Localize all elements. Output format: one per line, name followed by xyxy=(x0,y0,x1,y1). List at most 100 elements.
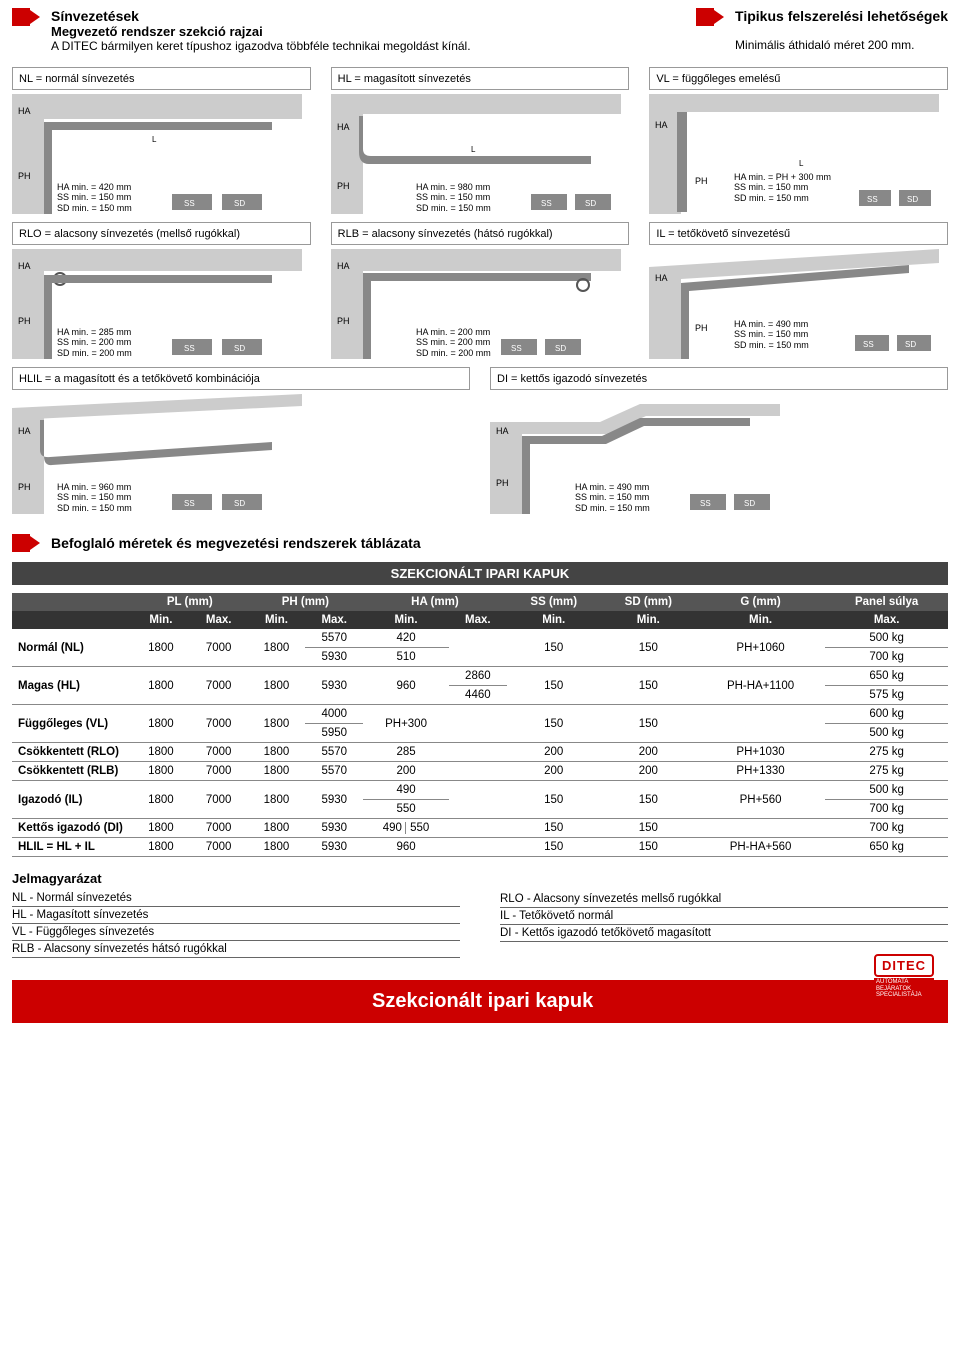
svg-text:SD: SD xyxy=(234,199,245,208)
table-row: Függőleges (VL) 1800 7000 1800 4000 PH+3… xyxy=(12,705,948,724)
section-label: HLIL = a magasított és a tetőkövető komb… xyxy=(12,367,470,390)
table-row: Kettős igazodó (DI) 1800 7000 1800 5930 … xyxy=(12,819,948,838)
section-rlo: RLO = alacsony sínvezetés (mellső rugókk… xyxy=(12,222,311,359)
page-footer: Szekcionált ipari kapuk DITEC AUTOMATA B… xyxy=(12,980,948,1023)
dims-hlil: HA min. = 960 mmSS min. = 150 mmSD min. … xyxy=(57,482,167,513)
dims-il: HA min. = 490 mmSS min. = 150 mmSD min. … xyxy=(734,319,844,350)
header-right-text: Tipikus felszerelési lehetőségek Minimál… xyxy=(735,8,948,52)
section-label: DI = kettős igazodó sínvezetés xyxy=(490,367,948,390)
table-row: Magas (HL) 1800 7000 1800 5930 960 2860 … xyxy=(12,667,948,686)
svg-text:SS: SS xyxy=(863,340,874,349)
svg-text:SS: SS xyxy=(867,195,878,204)
svg-text:HA: HA xyxy=(337,261,350,271)
section-label: IL = tetőkövető sínvezetésű xyxy=(649,222,948,245)
section-nl: NL = normál sínvezetés HA PH L HA min. =… xyxy=(12,67,311,214)
dims-di: HA min. = 490 mmSS min. = 150 mmSD min. … xyxy=(575,482,685,513)
svg-text:PH: PH xyxy=(18,482,31,492)
table-row: Csökkentett (RLB) 1800 7000 1800 5570 20… xyxy=(12,762,948,781)
diagram-vl: HA PH L HA min. = PH + 300 mmSS min. = 1… xyxy=(649,94,948,214)
section-rlb: RLB = alacsony sínvezetés (hátsó rugókka… xyxy=(331,222,630,359)
section-label: RLB = alacsony sínvezetés (hátsó rugókka… xyxy=(331,222,630,245)
svg-text:L: L xyxy=(152,135,157,144)
header-right: Tipikus felszerelési lehetőségek Minimál… xyxy=(696,8,948,52)
legend: Jelmagyarázat NL - Normál sínvezetés HL … xyxy=(12,871,948,958)
svg-text:PH: PH xyxy=(695,176,708,186)
page-header: Sínvezetések Megvezető rendszer szekció … xyxy=(12,8,948,53)
header-left-text: Sínvezetések Megvezető rendszer szekció … xyxy=(51,8,471,53)
svg-text:SS: SS xyxy=(511,344,522,353)
svg-text:PH: PH xyxy=(18,171,31,181)
svg-text:L: L xyxy=(471,145,476,154)
logo-text: DITEC xyxy=(880,958,928,973)
subtitle: Megvezető rendszer szekció rajzai xyxy=(51,24,471,39)
diagram-hlil: HA PH HA min. = 960 mmSS min. = 150 mmSD … xyxy=(12,394,470,514)
legend-item: HL - Magasított sínvezetés xyxy=(12,907,460,924)
section-hlil: HLIL = a magasított és a tetőkövető komb… xyxy=(12,367,470,514)
dims-nl: HA min. = 420 mmSS min. = 150 mmSD min. … xyxy=(57,182,167,213)
legend-item: DI - Kettős igazodó tetőkövető magasítot… xyxy=(500,925,948,942)
table-title-row: Befoglaló méretek és megvezetési rendsze… xyxy=(12,534,948,552)
section-label: RLO = alacsony sínvezetés (mellső rugókk… xyxy=(12,222,311,245)
arrow-icon xyxy=(12,534,43,552)
svg-text:SD: SD xyxy=(585,199,596,208)
table-row: Csökkentett (RLO) 1800 7000 1800 5570 28… xyxy=(12,743,948,762)
table-row: Normál (NL) 1800 7000 1800 5570 420 150 … xyxy=(12,629,948,648)
svg-text:SS: SS xyxy=(184,344,195,353)
section-vl: VL = függőleges emelésű HA PH L HA min. … xyxy=(649,67,948,214)
diagram-hl: HA PH L HA min. = 980 mmSS min. = 150 mm… xyxy=(331,94,630,214)
table-header-2: Min. Max. Min. Max. Min. Max. Min. Min. … xyxy=(12,611,948,629)
section-diagrams: NL = normál sínvezetés HA PH L HA min. =… xyxy=(12,67,948,359)
section-il: IL = tetőkövető sínvezetésű HAPH HA min.… xyxy=(649,222,948,359)
footer-title: Szekcionált ipari kapuk xyxy=(372,990,593,1013)
table-super-title: Befoglaló méretek és megvezetési rendsze… xyxy=(51,535,421,551)
diagram-nl: HA PH L HA min. = 420 mmSS min. = 150 mm… xyxy=(12,94,311,214)
diagram-rlb: HAPH HA min. = 200 mmSS min. = 200 mmSD … xyxy=(331,249,630,359)
dims-hl: HA min. = 980 mmSS min. = 150 mmSD min. … xyxy=(416,182,526,213)
section-hl: HL = magasított sínvezetés HA PH L HA mi… xyxy=(331,67,630,214)
diagram-rlo: HAPH HA min. = 285 mmSS min. = 200 mmSD … xyxy=(12,249,311,359)
arrow-icon xyxy=(696,8,727,26)
section-label: VL = függőleges emelésű xyxy=(649,67,948,90)
table-row: HLIL = HL + IL 1800 7000 1800 5930 960 1… xyxy=(12,838,948,857)
svg-text:PH: PH xyxy=(337,316,350,326)
svg-text:L: L xyxy=(799,159,804,168)
table-row: Igazodó (IL) 1800 7000 1800 5930 490 150… xyxy=(12,781,948,800)
svg-text:PH: PH xyxy=(496,478,509,488)
desc: A DITEC bármilyen keret típushoz igazodv… xyxy=(51,39,471,53)
diagram-di: HAPH HA min. = 490 mmSS min. = 150 mmSD … xyxy=(490,394,948,514)
title: Sínvezetések xyxy=(51,8,471,24)
svg-text:PH: PH xyxy=(18,316,31,326)
dims-vl: HA min. = PH + 300 mmSS min. = 150 mmSD … xyxy=(734,172,854,203)
svg-text:SD: SD xyxy=(555,344,566,353)
table-section-title: SZEKCIONÁLT IPARI KAPUK xyxy=(12,562,948,585)
legend-item: RLB - Alacsony sínvezetés hátsó rugókkal xyxy=(12,941,460,958)
legend-title: Jelmagyarázat xyxy=(12,871,460,886)
dims-rlo: HA min. = 285 mmSS min. = 200 mmSD min. … xyxy=(57,327,167,358)
header-left: Sínvezetések Megvezető rendszer szekció … xyxy=(12,8,471,53)
svg-text:PH: PH xyxy=(695,323,708,333)
svg-text:SD: SD xyxy=(234,344,245,353)
legend-item: NL - Normál sínvezetés xyxy=(12,890,460,907)
right-title: Tipikus felszerelési lehetőségek xyxy=(735,8,948,24)
svg-text:SD: SD xyxy=(234,499,245,508)
diagram-il: HAPH HA min. = 490 mmSS min. = 150 mmSD … xyxy=(649,249,948,359)
logo-sub: AUTOMATA BEJÁRATOK SPECIALISTÁJA xyxy=(874,978,934,1000)
svg-text:HA: HA xyxy=(337,122,350,132)
footer-logo: DITEC AUTOMATA BEJÁRATOK SPECIALISTÁJA xyxy=(874,954,934,1000)
section-label: NL = normál sínvezetés xyxy=(12,67,311,90)
table-header-1: PL (mm) PH (mm) HA (mm) SS (mm) SD (mm) … xyxy=(12,593,948,611)
svg-text:SD: SD xyxy=(907,195,918,204)
svg-text:HA: HA xyxy=(18,426,31,436)
svg-text:SS: SS xyxy=(184,499,195,508)
svg-text:PH: PH xyxy=(337,181,350,191)
svg-text:SS: SS xyxy=(700,499,711,508)
svg-text:SD: SD xyxy=(905,340,916,349)
svg-text:HA: HA xyxy=(655,120,668,130)
section-label: HL = magasított sínvezetés xyxy=(331,67,630,90)
arrow-icon xyxy=(12,8,43,26)
legend-item: IL - Tetőkövető normál xyxy=(500,908,948,925)
legend-left: Jelmagyarázat NL - Normál sínvezetés HL … xyxy=(12,871,460,958)
svg-text:HA: HA xyxy=(18,106,31,116)
section-di: DI = kettős igazodó sínvezetés HAPH HA m… xyxy=(490,367,948,514)
legend-item: VL - Függőleges sínvezetés xyxy=(12,924,460,941)
